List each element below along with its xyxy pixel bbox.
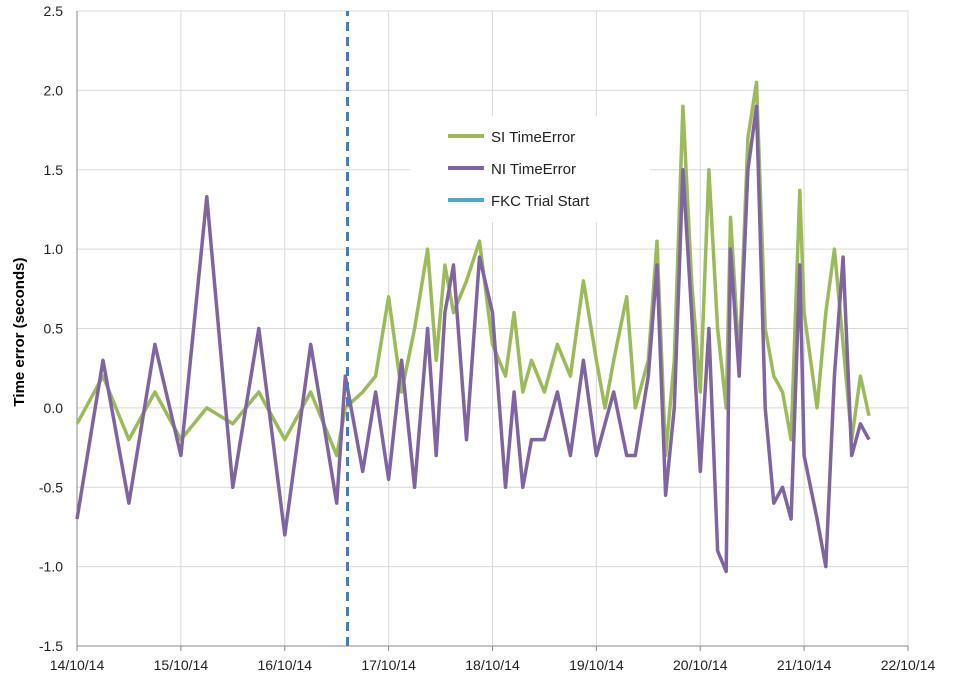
y-tick-label: -1.0: [39, 559, 63, 575]
axes: [76, 11, 909, 651]
y-tick-label: 2.5: [44, 3, 64, 19]
x-tick-label: 20/10/14: [673, 657, 728, 673]
y-tick-label: 0.5: [44, 321, 64, 337]
legend-label: FKC Trial Start: [491, 193, 590, 210]
x-tick-label: 17/10/14: [361, 657, 416, 673]
x-tick-label: 21/10/14: [777, 657, 832, 673]
legend-label: NI TimeError: [491, 161, 576, 178]
x-tick-label: 22/10/14: [881, 657, 936, 673]
y-tick-label: 0.0: [44, 400, 64, 416]
y-tick-label: 1.0: [44, 241, 64, 257]
y-axis-title: Time error (seconds): [11, 258, 28, 407]
x-tick-label: 15/10/14: [154, 657, 209, 673]
x-tick-label: 18/10/14: [465, 657, 520, 673]
y-tick-label: 1.5: [44, 162, 64, 178]
y-tick-label: 2.0: [44, 82, 64, 98]
series-line-ni-timeerror: [75, 104, 871, 574]
y-tick-label: -1.5: [39, 638, 63, 654]
y-tick-label: -0.5: [39, 479, 63, 495]
x-tick-label: 16/10/14: [258, 657, 313, 673]
x-tick-label: 19/10/14: [569, 657, 624, 673]
tick-labels: -1.5 -1.0 -0.5 0.0 0.5 1.0 1.5 2.0 2.5 14/10/14 15…: [39, 3, 936, 673]
series-layer: [75, 11, 871, 646]
x-tick-label: 14/10/14: [50, 657, 105, 673]
legend: SI TimeError NI TimeError FKC Trial Start: [410, 116, 650, 222]
legend-label: SI TimeError: [491, 129, 575, 146]
